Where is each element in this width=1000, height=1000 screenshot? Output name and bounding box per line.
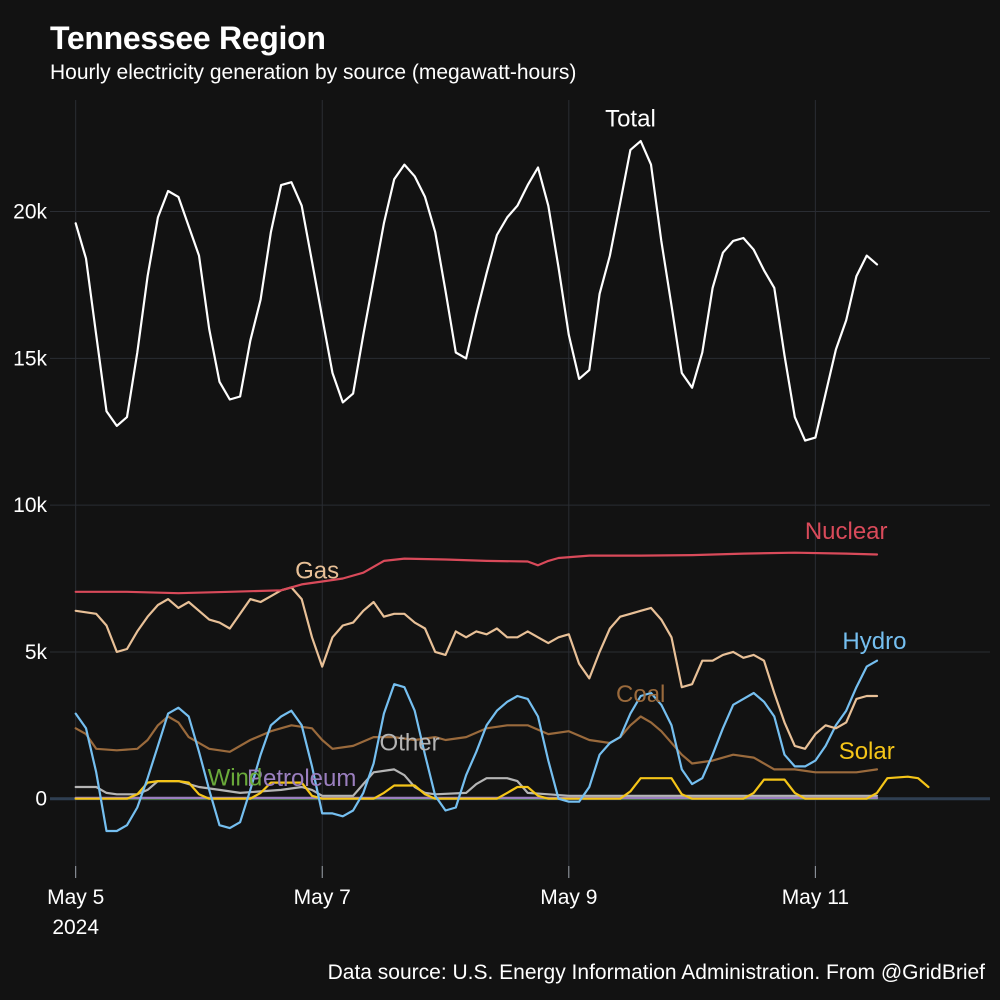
series-label-solar: Solar <box>839 738 895 765</box>
series-line-solar <box>74 775 930 800</box>
y-tick-label: 5k <box>25 641 48 664</box>
series-label-wind: Wind <box>208 765 263 792</box>
x-tick-label: May 7 <box>294 886 351 909</box>
series-label-other: Other <box>380 729 440 756</box>
y-tick-label: 0 <box>35 788 47 811</box>
series-label-petroleum: Petroleum <box>247 765 356 792</box>
series-line-nuclear <box>74 551 879 595</box>
x-tick-label: May 5 <box>47 886 104 909</box>
series-line-other <box>74 768 879 797</box>
chart-title: Tennessee Region <box>50 20 326 56</box>
series-label-nuclear: Nuclear <box>805 518 888 545</box>
series-labels: Total Nuclear Gas Hydro Coal Solar Other Petrol… <box>208 105 907 791</box>
series-line-gas <box>74 586 879 750</box>
series-line-total <box>74 140 879 442</box>
x-tick-sublabel: 2024 <box>52 916 99 939</box>
series-label-total: Total <box>605 105 656 132</box>
data-source-note: Data source: U.S. Energy Information Adm… <box>327 961 985 984</box>
series-label-hydro: Hydro <box>842 628 906 655</box>
x-tick-label: May 11 <box>782 886 849 909</box>
y-tick-label: 20k <box>13 201 47 224</box>
series-line-hydro <box>74 659 879 833</box>
series-label-gas: Gas <box>295 558 339 585</box>
chart-subtitle: Hourly electricity generation by source … <box>50 61 577 84</box>
series-line-coal <box>74 715 879 774</box>
x-tick-label: May 9 <box>540 886 597 909</box>
axes: 0 5k 10k 15k 20k May 5 2024 May 7 May 9 May 11 <box>13 201 990 939</box>
y-tick-label: 10k <box>13 494 47 517</box>
y-tick-label: 15k <box>13 347 47 370</box>
series-lines <box>74 140 930 833</box>
series-label-coal: Coal <box>616 681 665 708</box>
